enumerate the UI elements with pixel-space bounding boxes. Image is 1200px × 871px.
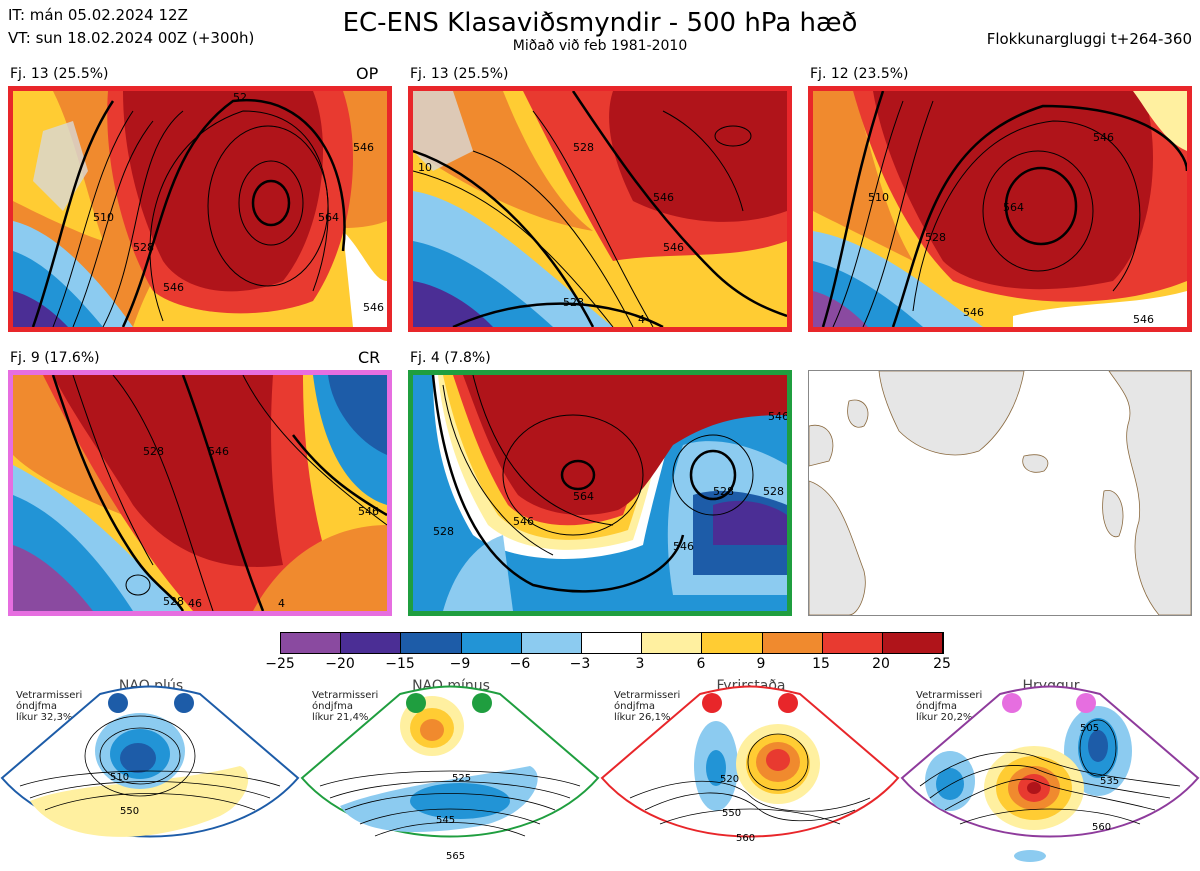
panel-4-tag: CR (358, 348, 381, 367)
colorbar-segment (702, 633, 763, 653)
contour-label: 546 (358, 505, 379, 518)
cluster-map-3: 510 528 546 564 546 546 (808, 86, 1192, 332)
colorbar-segment (461, 633, 522, 653)
contour-label: 545 (436, 815, 455, 826)
contour-label: 528 (133, 241, 154, 254)
panel-4-label: Fj. 9 (17.6%) (10, 350, 100, 366)
panel-1-label: Fj. 13 (25.5%) (10, 66, 109, 82)
colorbar-segment (521, 633, 582, 653)
classification-window: Flokkunargluggi t+264-360 (986, 30, 1192, 48)
contour-label: 505 (1080, 723, 1099, 734)
contour-label: 546 (208, 445, 229, 458)
contour-label: 546 (673, 540, 694, 553)
colorbar-tick: 25 (933, 656, 951, 672)
panel-5-label: Fj. 4 (7.8%) (410, 350, 491, 366)
contour-label: 535 (1100, 776, 1119, 787)
regime-ridge: Hryggur Vetrarmisseri óndjfma líkur 20,2… (900, 676, 1200, 871)
colorbar-segment (882, 633, 944, 653)
colorbar-segment (642, 633, 703, 653)
contour-label: 560 (1092, 822, 1111, 833)
contour-label: 528 (433, 525, 454, 538)
contour-label: 564 (573, 490, 594, 503)
contour-label: 528 (925, 231, 946, 244)
page-subtitle: Miðað við feb 1981-2010 (512, 38, 688, 54)
contour-label: 510 (110, 772, 129, 783)
cluster-map-4: 528 546 546 528 46 4 (8, 370, 392, 616)
colorbar-tick: 15 (812, 656, 830, 672)
contour-label: 528 (563, 296, 584, 309)
panel-2-label: Fj. 13 (25.5%) (410, 66, 509, 82)
contour-label: 528 (573, 141, 594, 154)
colorbar-segment (341, 633, 402, 653)
contour-label: 546 (663, 241, 684, 254)
contour-label: 46 (188, 597, 202, 610)
contour-label: 546 (768, 410, 787, 423)
cluster-map-2: 528 546 528 10 546 4 (408, 86, 792, 332)
colorbar-tick: 3 (635, 656, 645, 672)
contour-label: 510 (93, 211, 114, 224)
contour-label: 528 (143, 445, 164, 458)
cluster-map-1: 510 528 546 546 564 546 52 (8, 86, 392, 332)
colorbar-tick: 9 (756, 656, 766, 672)
regime-meta: Vetrarmisseri óndjfma líkur 32,3% (16, 690, 83, 723)
contour-label: 546 (363, 301, 384, 314)
contour-label: 546 (163, 281, 184, 294)
contour-label: 4 (278, 597, 285, 610)
colorbar-tick: 6 (696, 656, 706, 672)
contour-label: 546 (513, 515, 534, 528)
contour-label: 520 (720, 774, 739, 785)
header-times: IT: mán 05.02.2024 12Z VT: sun 18.02.202… (8, 4, 254, 50)
colorbar-segment (822, 633, 883, 653)
colorbar-tick: −6 (509, 656, 531, 672)
colorbar-segment (401, 633, 462, 653)
contour-label: 528 (163, 595, 184, 608)
contour-label: 550 (722, 808, 741, 819)
colorbar-ticks: −25 −20 −15 −9 −6 −3 3 6 9 15 20 25 (265, 656, 951, 674)
colorbar-tick: −3 (569, 656, 591, 672)
contour-label: 560 (736, 833, 755, 844)
colorbar (280, 632, 944, 654)
issue-time: IT: mán 05.02.2024 12Z (8, 6, 188, 24)
contour-label: 528 (713, 485, 734, 498)
regime-meta: Vetrarmisseri óndjfma líkur 20,2% (916, 690, 983, 723)
contour-label: 550 (120, 806, 139, 817)
contour-label: 510 (868, 191, 889, 204)
panel-3-label: Fj. 12 (23.5%) (810, 66, 909, 82)
contour-label: 546 (1133, 313, 1154, 326)
colorbar-segment (581, 633, 643, 653)
page-title: EC-ENS Klasaviðsmyndir - 500 hPa hæð (342, 8, 858, 38)
cluster-map-5: 564 546 528 546 528 528 546 (408, 370, 792, 616)
colorbar-tick: −15 (385, 656, 415, 672)
contour-label: 546 (963, 306, 984, 319)
contour-label: 564 (1003, 201, 1024, 214)
reference-map (808, 370, 1192, 616)
contour-label: 546 (353, 141, 374, 154)
contour-label: 10 (418, 161, 432, 174)
regime-nao-minus: NAO mínus Vetrarmisseri óndjfma líkur 21… (300, 676, 602, 871)
regime-meta: Vetrarmisseri óndjfma líkur 21,4% (312, 690, 379, 723)
contour-label: 564 (318, 211, 339, 224)
colorbar-segment (281, 633, 342, 653)
contour-label: 52 (233, 91, 247, 104)
contour-label: 565 (446, 851, 465, 862)
contour-label: 525 (452, 773, 471, 784)
regime-blocking: Fyrirstaða Vetrarmisseri óndjfma líkur 2… (600, 676, 902, 871)
colorbar-tick: −20 (325, 656, 355, 672)
contour-label: 546 (1093, 131, 1114, 144)
contour-label: 4 (638, 313, 645, 326)
contour-label: 528 (763, 485, 784, 498)
panel-1-tag: OP (356, 64, 379, 83)
regime-meta: Vetrarmisseri óndjfma líkur 26,1% (614, 690, 681, 723)
colorbar-tick: −25 (265, 656, 295, 672)
colorbar-tick: 20 (872, 656, 890, 672)
colorbar-segment (762, 633, 823, 653)
colorbar-tick: −9 (449, 656, 471, 672)
contour-label: 546 (653, 191, 674, 204)
regime-nao-plus: NAO plús Vetrarmisseri óndjfma líkur 32,… (0, 676, 302, 871)
valid-time: VT: sun 18.02.2024 00Z (+300h) (8, 29, 255, 47)
